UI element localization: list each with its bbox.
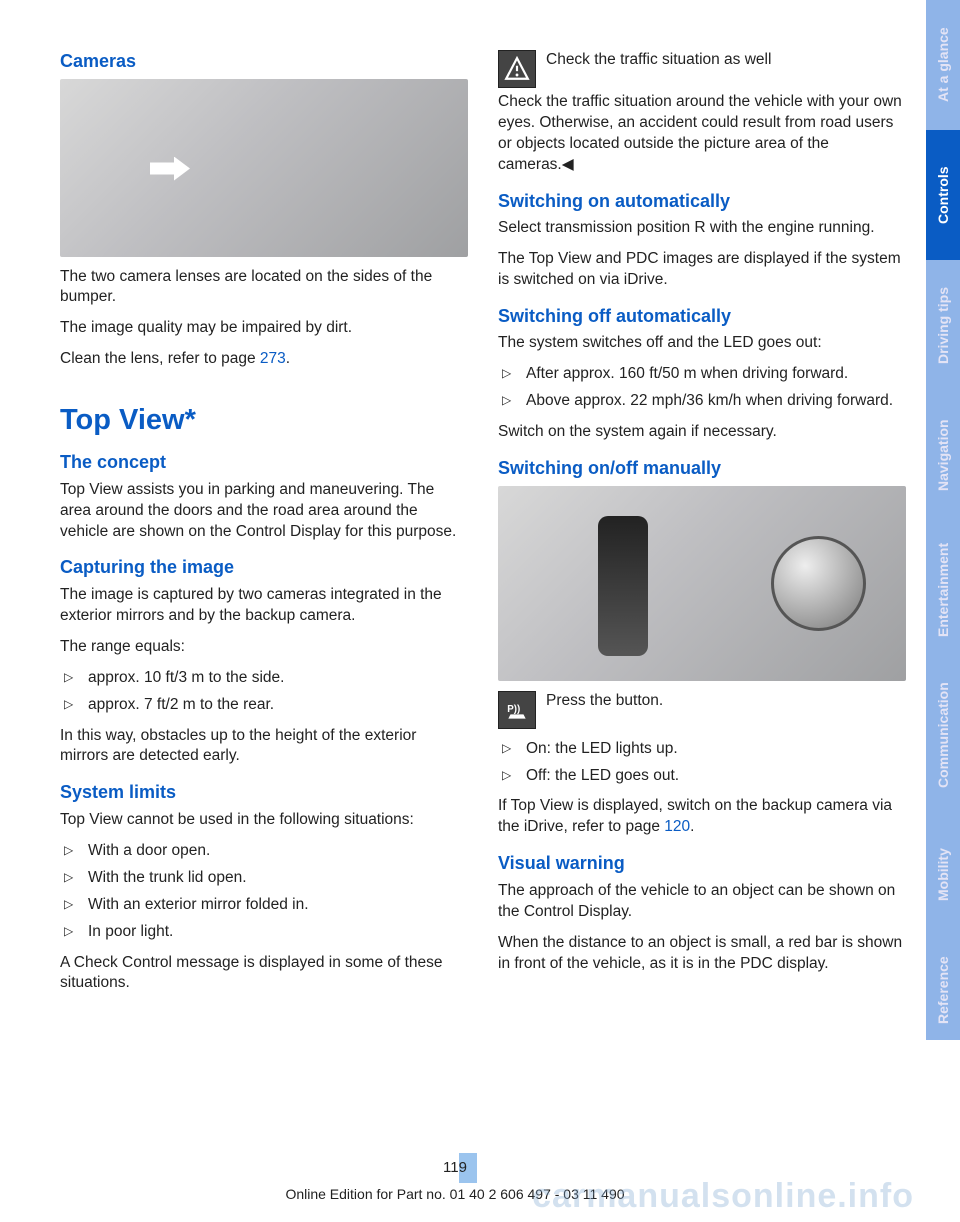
manual-text-b: . xyxy=(690,818,694,835)
warning-title: Check the traffic situation as well xyxy=(546,50,771,71)
auto-off-item-distance: After approx. 160 ft/50 m when driving f… xyxy=(498,364,906,385)
section-tab-mobility[interactable]: Mobility xyxy=(926,810,960,940)
auto-on-text-1: Select transmission position R with the … xyxy=(498,218,906,239)
page-root: Cameras The two camera lenses are locate… xyxy=(0,0,960,1222)
auto-off-text-2: Switch on the system again if necessary. xyxy=(498,422,906,443)
auto-on-text-2: The Top View and PDC images are displaye… xyxy=(498,249,906,291)
pdc-button-icon: P)) xyxy=(498,691,536,729)
page-number: 119 xyxy=(437,1157,473,1178)
section-tab-at-a-glance[interactable]: At a glance xyxy=(926,0,960,130)
page-number-value: 119 xyxy=(443,1159,467,1176)
capturing-text-3: In this way, obstacles up to the height … xyxy=(60,726,468,768)
warning-icon xyxy=(498,50,536,88)
press-button-text: Press the button. xyxy=(546,691,663,712)
auto-off-heading: Switching off automatically xyxy=(498,305,906,328)
limits-text-1: Top View cannot be used in the following… xyxy=(60,810,468,831)
camera-bumper-image xyxy=(60,79,468,257)
limits-item-mirror: With an exterior mirror folded in. xyxy=(60,895,468,916)
footer-edition-line: Online Edition for Part no. 01 40 2 606 … xyxy=(0,1186,910,1202)
section-tab-entertainment[interactable]: Entertainment xyxy=(926,520,960,660)
auto-off-list: After approx. 160 ft/50 m when driving f… xyxy=(498,364,906,412)
section-tabs-sidebar: At a glanceControlsDriving tipsNavigatio… xyxy=(926,0,960,1222)
warning-block: Check the traffic situation as well xyxy=(498,50,906,88)
cameras-text-2: The image quality may be impaired by dir… xyxy=(60,318,468,339)
capturing-text-1: The image is captured by two cameras int… xyxy=(60,585,468,627)
cameras-heading: Cameras xyxy=(60,50,468,73)
manual-item-off: Off: the LED goes out. xyxy=(498,766,906,787)
page-number-wrap: 119 xyxy=(0,1157,910,1178)
limits-item-trunk: With the trunk lid open. xyxy=(60,868,468,889)
visual-text-2: When the distance to an object is small,… xyxy=(498,933,906,975)
limits-list: With a door open. With the trunk lid ope… xyxy=(60,841,468,943)
idrive-knob-icon xyxy=(771,536,866,631)
section-tab-communication[interactable]: Communication xyxy=(926,660,960,810)
page-link-273[interactable]: 273 xyxy=(260,350,286,367)
manual-heading: Switching on/off manually xyxy=(498,457,906,480)
press-button-row: P)) Press the button. xyxy=(498,691,906,729)
cameras-text-3a: Clean the lens, refer to page xyxy=(60,350,260,367)
console-image xyxy=(498,486,906,681)
cameras-text-3: Clean the lens, refer to page 273. xyxy=(60,349,468,370)
auto-off-item-speed: Above approx. 22 mph/36 km/h when driv­i… xyxy=(498,391,906,412)
capturing-text-2: The range equals: xyxy=(60,637,468,658)
manual-item-on: On: the LED lights up. xyxy=(498,739,906,760)
arrow-indicator-icon xyxy=(150,157,190,181)
cameras-text-3b: . xyxy=(286,350,290,367)
content-area: Cameras The two camera lenses are locate… xyxy=(0,0,926,1222)
manual-list: On: the LED lights up. Off: the LED goes… xyxy=(498,739,906,787)
top-view-heading: Top View* xyxy=(60,404,468,437)
manual-text-a: If Top View is displayed, switch on the … xyxy=(498,797,892,835)
visual-warning-heading: Visual warning xyxy=(498,852,906,875)
limits-text-2: A Check Control message is displayed in … xyxy=(60,953,468,995)
concept-heading: The concept xyxy=(60,451,468,474)
cameras-text-1: The two camera lenses are located on the… xyxy=(60,267,468,309)
gear-shifter-icon xyxy=(598,516,648,656)
auto-on-heading: Switching on automatically xyxy=(498,190,906,213)
section-tab-reference[interactable]: Reference xyxy=(926,940,960,1040)
concept-text: Top View assists you in parking and mane… xyxy=(60,480,468,543)
warning-text: Check the traffic situation around the v… xyxy=(498,92,906,176)
limits-item-door: With a door open. xyxy=(60,841,468,862)
capturing-heading: Capturing the image xyxy=(60,556,468,579)
left-column: Cameras The two camera lenses are locate… xyxy=(60,50,468,1202)
range-item-rear: approx. 7 ft/2 m to the rear. xyxy=(60,695,468,716)
visual-text-1: The approach of the vehicle to an object… xyxy=(498,881,906,923)
section-tab-driving-tips[interactable]: Driving tips xyxy=(926,260,960,390)
system-limits-heading: System limits xyxy=(60,781,468,804)
auto-off-text-1: The system switches off and the LED goes… xyxy=(498,333,906,354)
svg-text:P)): P)) xyxy=(507,704,520,715)
manual-text: If Top View is displayed, switch on the … xyxy=(498,796,906,838)
section-tab-controls[interactable]: Controls xyxy=(926,130,960,260)
range-item-side: approx. 10 ft/3 m to the side. xyxy=(60,668,468,689)
limits-item-light: In poor light. xyxy=(60,922,468,943)
range-list: approx. 10 ft/3 m to the side. approx. 7… xyxy=(60,668,468,716)
section-tab-navigation[interactable]: Navigation xyxy=(926,390,960,520)
page-link-120[interactable]: 120 xyxy=(664,818,690,835)
right-column: Check the traffic situation as well Chec… xyxy=(498,50,906,1202)
